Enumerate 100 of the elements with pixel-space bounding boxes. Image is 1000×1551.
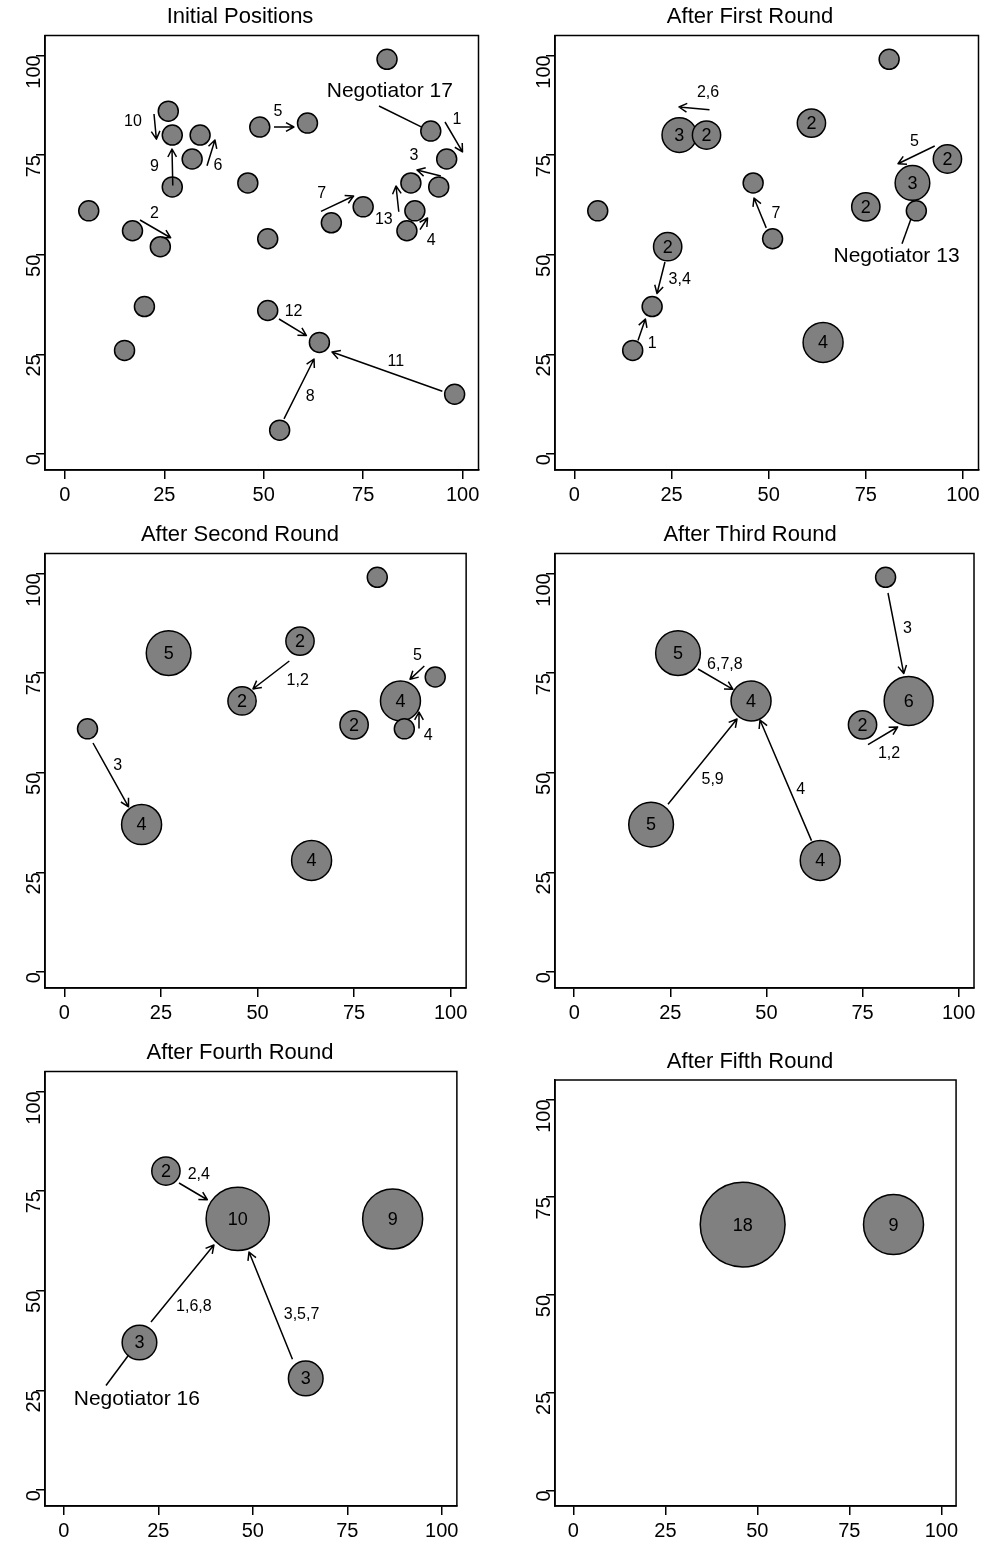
x-tick-label: 100 (946, 482, 980, 505)
x-tick-label: 0 (58, 1518, 70, 1541)
annotation: Negotiator 16 (73, 1385, 200, 1409)
annotation: 5,9 (701, 770, 724, 788)
x-tick-label: 0 (58, 1000, 70, 1023)
x-tick-label: 0 (568, 1000, 580, 1023)
y-tick-label: 0 (21, 972, 44, 984)
data-label: 4 (815, 850, 826, 871)
y-tick-label: 50 (21, 254, 44, 277)
chart-title: After Third Round (663, 521, 837, 547)
annotation: Negotiator 13 (833, 243, 960, 267)
y-tick-label: 25 (531, 1392, 554, 1415)
y-tick-label: 0 (21, 1490, 44, 1502)
y-tick-label: 50 (531, 1294, 554, 1318)
x-tick-label: 25 (654, 1518, 677, 1541)
x-tick-label: 100 (434, 1000, 468, 1023)
annotation: 6 (213, 156, 223, 174)
x-tick-label: 50 (746, 1518, 769, 1541)
y-tick-label: 100 (531, 573, 554, 607)
y-tick-label: 0 (21, 454, 44, 466)
annotation: 5 (909, 132, 919, 150)
data-label: 5 (646, 814, 657, 835)
y-tick-label: 50 (531, 772, 554, 795)
x-tick-label: 50 (757, 482, 780, 505)
annotation: 7 (771, 204, 781, 222)
x-tick-label: 0 (567, 1518, 579, 1541)
y-tick-label: 100 (531, 55, 554, 89)
annotation: 8 (305, 387, 315, 405)
y-tick-label: 100 (21, 1091, 44, 1125)
y-tick-label: 25 (21, 354, 44, 377)
y-tick-label: 75 (531, 1197, 554, 1220)
x-tick-label: 0 (568, 482, 580, 505)
data-label: 3 (300, 1368, 311, 1389)
x-tick-label: 75 (342, 1000, 366, 1023)
y-tick-label: 100 (531, 1099, 554, 1133)
data-label: 2 (942, 148, 953, 169)
annotation: 1,2 (286, 671, 309, 688)
data-label: 9 (387, 1208, 398, 1229)
data-label: 2 (860, 196, 871, 217)
x-tick-label: 25 (149, 1000, 173, 1023)
y-tick-label: 25 (21, 872, 44, 895)
annotation: 3 (903, 619, 913, 637)
annotation: 1,6,8 (176, 1297, 212, 1315)
x-tick-label: 75 (336, 1518, 359, 1541)
x-tick-label: 25 (660, 482, 683, 505)
data-label: 2 (701, 125, 712, 146)
annotation: 7 (317, 184, 327, 202)
x-tick-label: 50 (755, 1000, 778, 1023)
chart-title: After Second Round (140, 521, 340, 547)
annotation: 2 (149, 204, 159, 222)
y-tick-label: 75 (531, 673, 554, 696)
chart-title: After Fourth Round (146, 1039, 334, 1065)
y-tick-label: 75 (531, 155, 554, 178)
data-label: 2 (662, 236, 673, 257)
y-tick-label: 0 (531, 1490, 554, 1502)
x-tick-label: 100 (941, 1000, 976, 1023)
data-label: 5 (163, 643, 174, 664)
x-tick-label: 75 (851, 1000, 874, 1023)
data-label: 4 (306, 850, 317, 871)
annotation: 2,4 (187, 1164, 211, 1182)
annotation: 13 (374, 210, 393, 228)
data-label: 2 (294, 631, 306, 652)
y-tick-label: 50 (21, 1290, 44, 1313)
y-tick-label: 75 (21, 673, 44, 696)
data-label: 2 (806, 113, 817, 134)
data-label: 4 (395, 690, 406, 711)
data-label: 10 (227, 1208, 248, 1229)
y-tick-label: 50 (21, 772, 44, 795)
data-label: 3 (907, 172, 918, 193)
annotation: 4 (796, 779, 806, 797)
annotation: 3 (409, 145, 419, 163)
annotation: 4 (426, 231, 436, 249)
y-tick-label: 75 (21, 155, 44, 178)
annotation: 2,6 (696, 83, 720, 101)
data-label: 2 (349, 714, 360, 735)
y-tick-label: 100 (21, 573, 44, 607)
data-label: 6 (903, 690, 914, 711)
x-tick-label: 50 (252, 482, 275, 505)
chart-title: After First Round (666, 3, 834, 29)
x-tick-label: 25 (659, 1000, 682, 1023)
x-tick-label: 25 (147, 1518, 170, 1541)
y-tick-label: 0 (531, 454, 554, 466)
annotation: 12 (284, 301, 303, 319)
annotation: 11 (387, 351, 405, 369)
data-label: 9 (888, 1214, 899, 1235)
x-tick-label: 25 (153, 482, 176, 505)
chart-title: After Fifth Round (666, 1047, 834, 1073)
data-label: 2 (857, 714, 868, 735)
x-tick-label: 75 (854, 482, 877, 505)
data-label: 4 (818, 332, 829, 353)
data-label: 4 (746, 690, 757, 711)
x-tick-label: 100 (445, 482, 480, 505)
data-label: 2 (237, 690, 248, 711)
x-tick-label: 100 (425, 1518, 459, 1541)
y-tick-label: 25 (531, 872, 554, 895)
y-tick-label: 75 (21, 1191, 44, 1214)
chart-title: Initial Positions (166, 3, 314, 29)
x-tick-label: 50 (241, 1518, 264, 1541)
annotation: 5 (413, 645, 422, 663)
x-tick-label: 0 (59, 482, 71, 505)
